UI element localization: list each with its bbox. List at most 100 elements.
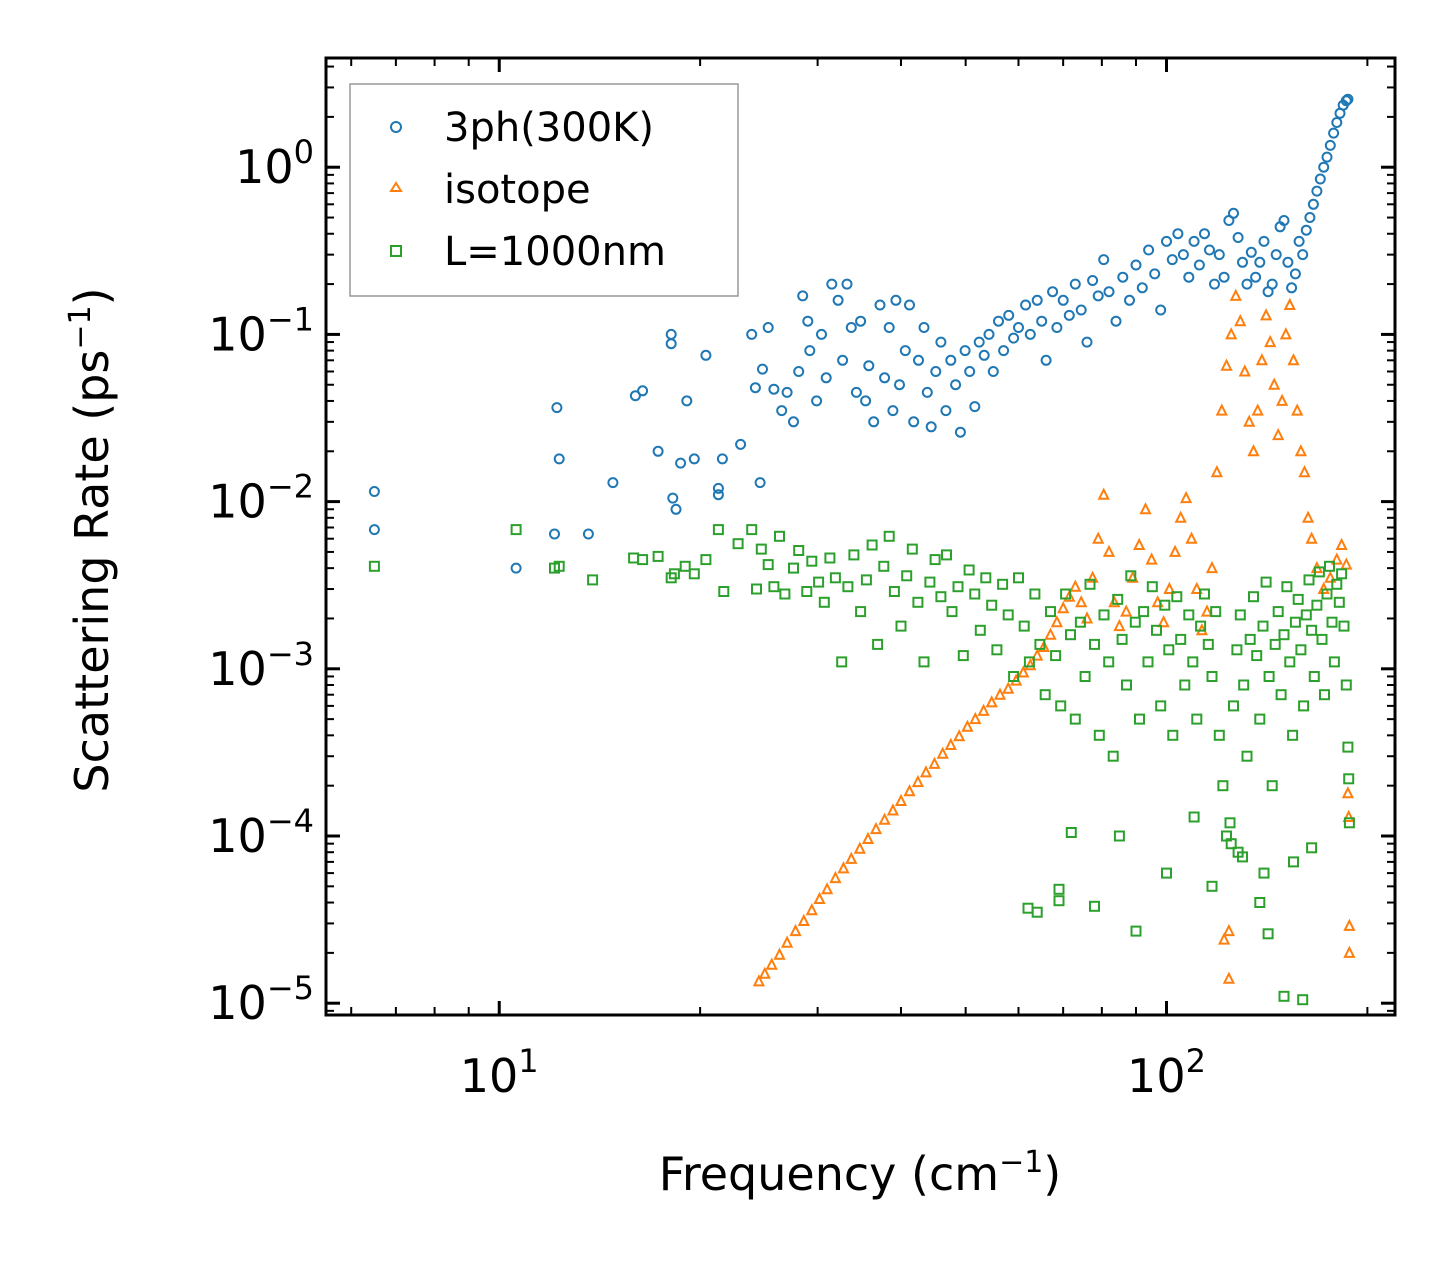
point-1-8 bbox=[813, 891, 826, 904]
point-1-96 bbox=[1341, 786, 1355, 799]
point-2-6 bbox=[637, 554, 649, 566]
point-2-57 bbox=[986, 599, 998, 611]
point-1-66 bbox=[1210, 464, 1224, 478]
point-2-17 bbox=[751, 583, 762, 595]
point-2-45 bbox=[918, 656, 930, 668]
point-2-156 bbox=[1031, 906, 1043, 918]
point-2-36 bbox=[866, 539, 878, 551]
y-axis-unit: ps bbox=[65, 350, 119, 403]
point-0-66 bbox=[950, 379, 962, 391]
point-2-120 bbox=[1257, 620, 1269, 632]
point-2-108 bbox=[1217, 780, 1229, 792]
point-2-64 bbox=[1023, 656, 1035, 668]
point-2-68 bbox=[1045, 606, 1056, 618]
plot-frame bbox=[324, 56, 1397, 1017]
point-0-109 bbox=[1188, 235, 1200, 247]
point-2-23 bbox=[788, 562, 799, 574]
point-2-141 bbox=[1316, 633, 1328, 645]
point-2-34 bbox=[855, 606, 867, 618]
point-0-46 bbox=[860, 395, 872, 407]
point-1-79 bbox=[1268, 377, 1281, 390]
point-1-31 bbox=[1002, 681, 1015, 694]
point-0-107 bbox=[1177, 249, 1189, 261]
point-1-46 bbox=[1097, 487, 1110, 500]
point-1-101 bbox=[1217, 932, 1231, 945]
point-2-4 bbox=[587, 574, 599, 586]
point-0-55 bbox=[899, 345, 911, 357]
point-1-93 bbox=[1330, 552, 1343, 565]
point-0-20 bbox=[712, 482, 724, 494]
point-2-122 bbox=[1263, 671, 1275, 682]
point-0-88 bbox=[1063, 309, 1075, 321]
point-1-40 bbox=[1063, 589, 1076, 602]
point-2-153 bbox=[1343, 773, 1355, 785]
point-2-62 bbox=[1013, 572, 1024, 584]
point-1-37 bbox=[1044, 627, 1057, 640]
point-0-76 bbox=[998, 345, 1010, 357]
point-1-100 bbox=[1222, 971, 1236, 984]
point-0-71 bbox=[973, 336, 985, 348]
point-0-72 bbox=[978, 349, 990, 361]
point-0-143 bbox=[1328, 127, 1340, 139]
point-2-22 bbox=[779, 588, 791, 600]
point-0-50 bbox=[879, 372, 891, 384]
point-2-26 bbox=[806, 555, 818, 567]
point-2-71 bbox=[1060, 588, 1072, 600]
point-0-57 bbox=[908, 416, 920, 428]
point-1-61 bbox=[1185, 531, 1198, 544]
point-2-1 bbox=[510, 524, 522, 536]
point-0-117 bbox=[1228, 207, 1239, 219]
point-1-18 bbox=[894, 793, 908, 806]
point-0-61 bbox=[925, 421, 937, 433]
point-0-43 bbox=[845, 322, 857, 333]
point-1-76 bbox=[1255, 353, 1269, 366]
point-0-32 bbox=[793, 366, 805, 377]
point-2-100 bbox=[1187, 656, 1199, 668]
point-0-92 bbox=[1087, 275, 1099, 286]
point-1-75 bbox=[1251, 403, 1264, 416]
point-1-78 bbox=[1264, 334, 1277, 348]
point-1-27 bbox=[969, 711, 982, 725]
point-0-118 bbox=[1232, 232, 1244, 243]
point-1-64 bbox=[1200, 604, 1214, 617]
point-0-96 bbox=[1110, 315, 1122, 327]
point-0-12 bbox=[665, 338, 677, 350]
point-1-35 bbox=[1031, 648, 1044, 661]
point-2-77 bbox=[1089, 638, 1100, 650]
point-0-130 bbox=[1282, 256, 1294, 268]
y-axis-label: Scattering Rate (ps−1) bbox=[63, 287, 119, 792]
point-2-38 bbox=[878, 560, 890, 572]
point-2-92 bbox=[1155, 700, 1167, 712]
point-1-48 bbox=[1108, 595, 1121, 608]
point-1-25 bbox=[953, 729, 966, 742]
point-2-20 bbox=[768, 581, 780, 593]
point-0-122 bbox=[1250, 271, 1262, 283]
point-2-83 bbox=[1116, 633, 1128, 645]
point-2-19 bbox=[762, 559, 774, 571]
point-0-14 bbox=[670, 503, 682, 515]
point-2-7 bbox=[652, 550, 664, 562]
point-0-4 bbox=[553, 453, 565, 465]
point-2-85 bbox=[1125, 570, 1137, 582]
point-0-56 bbox=[904, 299, 915, 311]
point-1-83 bbox=[1283, 297, 1296, 310]
point-0-15 bbox=[675, 457, 687, 469]
point-1-94 bbox=[1335, 537, 1348, 550]
point-2-162 bbox=[1262, 928, 1274, 940]
point-0-140 bbox=[1318, 161, 1330, 173]
point-0-29 bbox=[776, 405, 788, 417]
point-2-152 bbox=[1342, 741, 1354, 753]
point-1-42 bbox=[1075, 595, 1088, 608]
point-2-126 bbox=[1275, 689, 1287, 701]
x-tick-label-0: 101 bbox=[460, 1042, 539, 1103]
point-0-33 bbox=[797, 290, 809, 302]
point-1-45 bbox=[1092, 531, 1105, 544]
point-0-98 bbox=[1124, 294, 1135, 306]
point-2-73 bbox=[1069, 713, 1081, 725]
legend-marker-l1000nm bbox=[390, 245, 402, 257]
point-0-8 bbox=[629, 390, 641, 402]
point-2-81 bbox=[1107, 750, 1119, 762]
point-2-107 bbox=[1213, 729, 1225, 741]
point-2-27 bbox=[813, 576, 825, 588]
point-2-113 bbox=[1234, 609, 1246, 621]
